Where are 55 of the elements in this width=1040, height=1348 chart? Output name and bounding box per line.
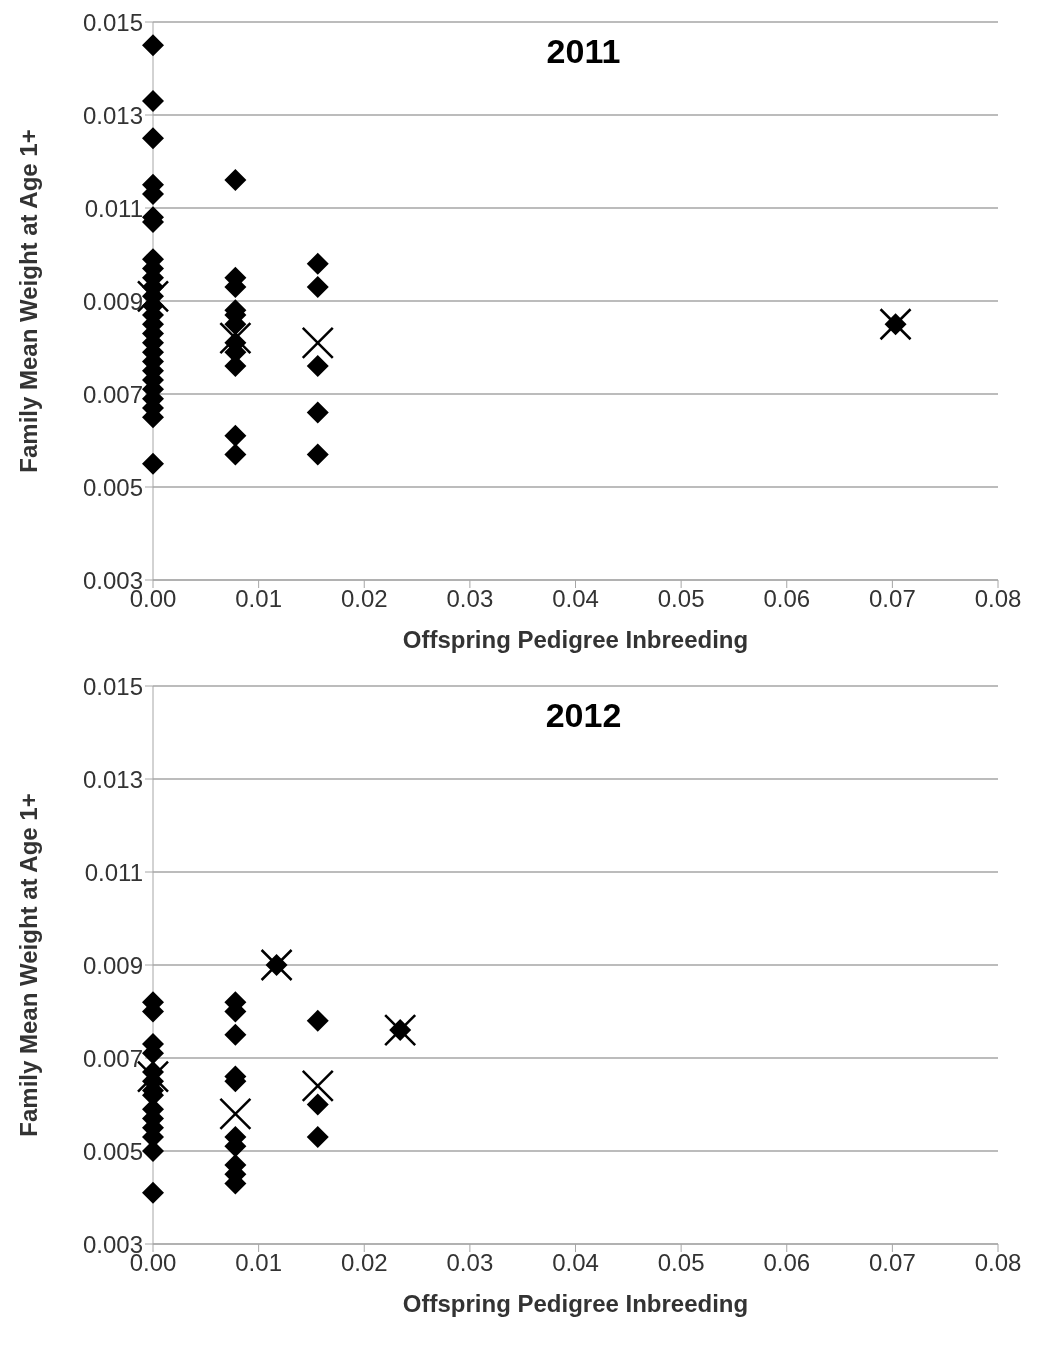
point bbox=[306, 1126, 329, 1149]
y-tick-label: 0.015 bbox=[82, 672, 143, 700]
point bbox=[306, 1093, 329, 1116]
x-tick-label: 0.02 bbox=[340, 585, 388, 613]
y-tick-label: 0.005 bbox=[82, 473, 143, 501]
point bbox=[224, 443, 247, 466]
point bbox=[224, 1023, 247, 1046]
y-axis-title: Family Mean Weight at Age 1+ bbox=[14, 129, 42, 473]
point bbox=[301, 326, 335, 360]
y-axis-title: Family Mean Weight at Age 1+ bbox=[14, 793, 42, 1137]
y-tick-label: 0.005 bbox=[82, 1137, 143, 1165]
point bbox=[301, 1069, 335, 1103]
x-tick-label: 0.08 bbox=[974, 585, 1022, 613]
x-axis-title: Offspring Pedigree Inbreeding bbox=[402, 1290, 749, 1317]
y-tick-label: 0.009 bbox=[82, 951, 143, 979]
x-tick-label: 0.05 bbox=[657, 1249, 705, 1277]
y-tick-label: 0.011 bbox=[84, 194, 143, 222]
point bbox=[224, 169, 247, 192]
y-tick-label: 0.013 bbox=[82, 101, 143, 129]
x-axis-title: Offspring Pedigree Inbreeding bbox=[402, 626, 749, 653]
x-tick-label: 0.07 bbox=[869, 585, 916, 613]
x-tick-label: 0.04 bbox=[552, 1249, 599, 1277]
y-tick-label: 0.011 bbox=[84, 858, 143, 886]
point bbox=[142, 127, 164, 150]
y-tick-label: 0.009 bbox=[82, 287, 143, 315]
x-tick-label: 0.01 bbox=[235, 585, 282, 613]
chart-title: 2011 bbox=[545, 32, 622, 71]
point bbox=[142, 90, 164, 113]
point bbox=[142, 34, 164, 57]
x-tick-label: 0.03 bbox=[446, 585, 494, 613]
y-tick-label: 0.007 bbox=[82, 380, 143, 408]
point bbox=[142, 452, 164, 475]
point bbox=[219, 1097, 252, 1131]
point bbox=[306, 276, 329, 299]
x-tick-label: 0.01 bbox=[235, 1249, 282, 1277]
point bbox=[306, 401, 329, 424]
x-tick-label: 0.05 bbox=[657, 585, 705, 613]
y-tick-label: 0.013 bbox=[82, 765, 143, 793]
x-tick-label: 0.07 bbox=[869, 1249, 916, 1277]
y-tick-label: 0.007 bbox=[82, 1044, 143, 1072]
x-tick-label: 0.06 bbox=[763, 585, 811, 613]
point bbox=[306, 443, 329, 466]
point bbox=[224, 424, 247, 447]
point bbox=[306, 355, 329, 378]
point bbox=[219, 321, 252, 355]
chart-title: 2012 bbox=[544, 696, 623, 735]
point bbox=[306, 252, 329, 275]
x-tick-label: 0.06 bbox=[763, 1249, 811, 1277]
y-tick-label: 0.015 bbox=[82, 8, 143, 36]
x-tick-label: 0.03 bbox=[446, 1249, 494, 1277]
point bbox=[142, 1181, 164, 1204]
x-tick-label: 0.04 bbox=[552, 585, 599, 613]
x-tick-label: 0.02 bbox=[340, 1249, 388, 1277]
point bbox=[306, 1009, 329, 1032]
x-tick-label: 0.08 bbox=[974, 1249, 1022, 1277]
